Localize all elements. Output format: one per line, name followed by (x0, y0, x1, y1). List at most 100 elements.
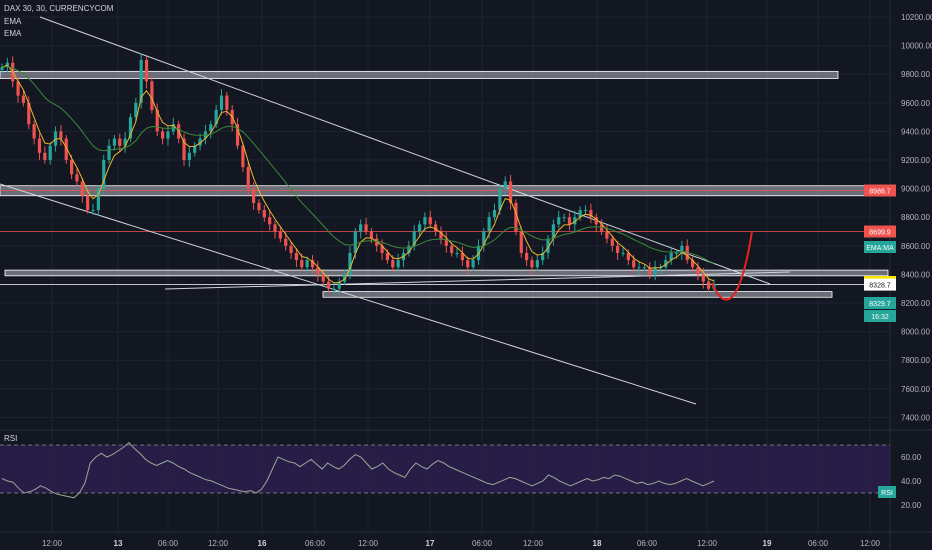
badge-resistance-2: 8699.9 (869, 230, 891, 237)
candle-body (91, 210, 95, 212)
chart-title: DAX 30, 30, CURRENCYCOM (4, 4, 114, 13)
candle-body (626, 252, 630, 261)
time-tick-label: 06:00 (808, 539, 829, 548)
candle-body (653, 267, 657, 275)
time-tick-label: 06:00 (472, 539, 493, 548)
candle-body (241, 145, 245, 168)
rsi-band (0, 445, 890, 493)
candle-body (530, 260, 534, 268)
candle-body (326, 281, 331, 289)
time-tick-label: 12:00 (42, 539, 63, 548)
rsi-tick-label: 40.00 (901, 477, 922, 486)
candle-body (450, 245, 454, 253)
price-tick-label: 10200.00 (901, 13, 932, 22)
candle-body (96, 188, 100, 211)
candle-body (439, 231, 443, 239)
candle-body (353, 231, 357, 253)
candle-body (246, 167, 250, 189)
rsi-tick-label: 20.00 (901, 501, 922, 510)
badge-current-price: 8329.7 (869, 301, 891, 308)
candle-body (273, 224, 277, 232)
time-tick-label: 19 (763, 539, 772, 548)
candle-body (407, 245, 411, 253)
rsi-line (1, 441, 715, 499)
candle-body (225, 95, 229, 110)
badge-last-price: 8328.7 (869, 283, 891, 290)
candle-body (621, 252, 625, 254)
candle-body (423, 217, 427, 225)
candle-body (284, 238, 288, 246)
zone-2 (4, 269, 889, 277)
candle-body (289, 245, 293, 253)
rsi-label[interactable]: RSI (4, 434, 18, 443)
candle-body (385, 252, 390, 261)
candle-body (37, 138, 42, 153)
candle-body (214, 109, 218, 125)
candle-body (16, 81, 20, 96)
candle-body (664, 260, 668, 268)
candle-body (32, 124, 36, 139)
trend-line-0 (39, 16, 771, 285)
candle-body (380, 245, 384, 253)
candle-body (235, 124, 240, 146)
candle-body (278, 231, 282, 239)
candle-body (257, 202, 261, 211)
candle-body (209, 124, 213, 132)
time-tick-label: 12:00 (697, 539, 718, 548)
badge-resistance-1-bg (864, 184, 896, 197)
candle-body (482, 231, 486, 246)
candle-body (343, 274, 347, 282)
time-tick-label: 16 (258, 539, 267, 548)
candle-body (27, 102, 31, 125)
candle-body (519, 231, 523, 253)
candle-body (605, 231, 609, 239)
candle-body (300, 260, 304, 268)
candle-body (134, 102, 138, 118)
price-tick-label: 7600.00 (901, 385, 930, 394)
candle-body (332, 288, 336, 290)
candle-body (112, 138, 117, 146)
candle-body (48, 145, 52, 160)
candle-body (128, 117, 133, 139)
badge-ema-ma-green: EMA:MA (866, 245, 894, 252)
candle-body (632, 260, 636, 268)
indicator-ema-1[interactable]: EMA (4, 17, 22, 26)
candle-body (616, 245, 620, 253)
candle-body (551, 224, 555, 239)
candle-body (546, 238, 550, 253)
badge-countdown: 16:32 (871, 314, 889, 321)
badge-current-price-bg (864, 297, 896, 309)
candle-body (139, 59, 143, 103)
candle-body (573, 217, 577, 225)
candle-body (466, 260, 470, 268)
candle-body (43, 152, 47, 160)
candle-body (86, 195, 90, 211)
zone-3 (322, 291, 833, 298)
candle-body (123, 138, 127, 146)
candle-body (310, 260, 315, 268)
time-tick-label: 18 (593, 539, 602, 548)
candle-body (434, 224, 438, 232)
candle-body (583, 210, 588, 212)
price-tick-label: 9800.00 (901, 70, 930, 79)
candle-body (316, 267, 320, 275)
candle-body (567, 217, 572, 225)
candle-body (359, 224, 363, 232)
rsi-badge: RSI (881, 490, 893, 497)
time-tick-label: 12:00 (208, 539, 229, 548)
candle-body (150, 81, 154, 110)
candle-body (471, 260, 475, 268)
candle-body (417, 224, 422, 232)
price-tick-label: 9000.00 (901, 185, 930, 194)
time-tick-label: 12:00 (860, 539, 881, 548)
price-tick-label: 8400.00 (901, 270, 930, 279)
price-tick-label: 9400.00 (901, 127, 930, 136)
price-tick-label: 10000.00 (901, 42, 932, 51)
indicator-ema-2[interactable]: EMA (4, 29, 22, 38)
badge-resistance-2-bg (864, 225, 896, 238)
candle-body (594, 217, 598, 225)
candle-body (64, 138, 68, 160)
candle-body (498, 188, 502, 211)
candle-body (21, 95, 26, 103)
